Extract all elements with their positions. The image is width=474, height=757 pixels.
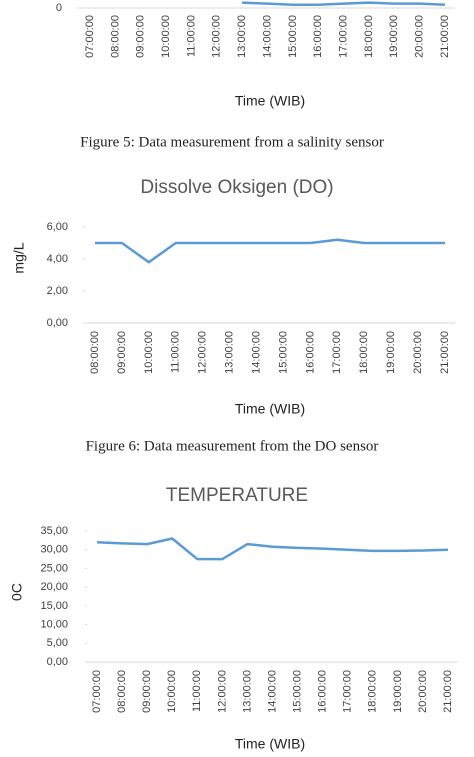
- x-tick-label: 12:00:00: [197, 331, 209, 374]
- x-axis-label: Time (WIB): [235, 93, 305, 109]
- x-tick-label: 12:00:00: [216, 670, 228, 713]
- x-tick-label: 10:00:00: [160, 15, 172, 58]
- figure-caption: Figure 5: Data measurement from a salini…: [80, 134, 384, 150]
- x-tick-label: 10:00:00: [166, 670, 178, 713]
- x-tick-label: 08:00:00: [89, 331, 101, 374]
- x-tick-label: 11:00:00: [191, 670, 203, 712]
- x-tick-label: 20:00:00: [412, 331, 424, 374]
- x-tick-label: 15:00:00: [277, 331, 289, 374]
- y-tick-label: 0,00: [47, 656, 68, 668]
- x-tick-label: 11:00:00: [170, 331, 182, 373]
- x-tick-label: 19:00:00: [385, 331, 397, 374]
- x-tick-label: 16:00:00: [317, 670, 329, 713]
- y-tick-label: 10,00: [40, 618, 68, 630]
- x-tick-label: 21:00:00: [439, 331, 451, 374]
- x-tick-label: 14:00:00: [261, 15, 273, 58]
- x-tick-label: 16:00:00: [304, 331, 316, 374]
- y-tick-label: 20,00: [40, 581, 68, 593]
- x-tick-label: 13:00:00: [224, 331, 236, 374]
- x-tick-label: 17:00:00: [337, 15, 349, 58]
- x-tick-label: 17:00:00: [342, 670, 354, 713]
- figure-caption: Figure 6: Data measurement from the DO s…: [86, 438, 379, 454]
- x-tick-label: 07:00:00: [84, 15, 96, 58]
- x-tick-label: 12:00:00: [211, 15, 223, 58]
- y-tick-label: 30,00: [40, 544, 68, 556]
- x-axis-label: Time (WIB): [235, 401, 305, 417]
- x-tick-label: 15:00:00: [287, 15, 299, 58]
- x-tick-label: 07:00:00: [91, 670, 103, 713]
- x-tick-label: 11:00:00: [185, 15, 197, 57]
- chart-title: TEMPERATURE: [166, 485, 308, 506]
- x-tick-label: 08:00:00: [116, 670, 128, 713]
- x-tick-label: 20:00:00: [414, 15, 426, 58]
- data-line: [96, 537, 449, 561]
- y-tick-label: 15,00: [40, 600, 68, 612]
- x-tick-label: 09:00:00: [135, 15, 147, 58]
- y-tick-label: 0,00: [47, 317, 68, 329]
- data-line: [242, 1, 446, 7]
- x-tick-label: 17:00:00: [331, 331, 343, 374]
- chart-title: Dissolve Oksigen (DO): [140, 177, 333, 198]
- x-tick-label: 18:00:00: [363, 15, 375, 58]
- x-tick-label: 21:00:00: [439, 15, 451, 58]
- y-tick-label: 6,00: [47, 221, 68, 233]
- y-axis-label: 0C: [9, 583, 25, 601]
- x-tick-label: 08:00:00: [109, 15, 121, 58]
- y-tick-label: 25,00: [40, 562, 68, 574]
- y-tick-label: 5,00: [47, 637, 68, 649]
- x-tick-label: 13:00:00: [241, 670, 253, 713]
- x-tick-label: 15:00:00: [291, 670, 303, 713]
- y-tick-label: 35,00: [40, 525, 68, 537]
- x-tick-label: 14:00:00: [266, 670, 278, 713]
- x-tick-label: 18:00:00: [367, 670, 379, 713]
- y-tick-label: 0: [56, 2, 62, 14]
- x-tick-label: 20:00:00: [417, 670, 429, 713]
- x-tick-label: 10:00:00: [143, 331, 155, 374]
- x-tick-label: 19:00:00: [392, 670, 404, 713]
- x-tick-label: 21:00:00: [442, 670, 454, 713]
- x-axis-label: Time (WIB): [235, 736, 305, 752]
- x-tick-label: 13:00:00: [236, 15, 248, 58]
- x-tick-label: 19:00:00: [388, 15, 400, 58]
- y-axis-label: mg/L: [11, 242, 27, 273]
- x-tick-label: 09:00:00: [141, 670, 153, 713]
- data-line: [95, 238, 445, 264]
- x-tick-label: 18:00:00: [358, 331, 370, 374]
- y-tick-label: 4,00: [47, 253, 68, 265]
- x-tick-label: 09:00:00: [116, 331, 128, 374]
- x-tick-label: 14:00:00: [250, 331, 262, 374]
- x-tick-label: 16:00:00: [312, 15, 324, 58]
- y-tick-label: 2,00: [47, 285, 68, 297]
